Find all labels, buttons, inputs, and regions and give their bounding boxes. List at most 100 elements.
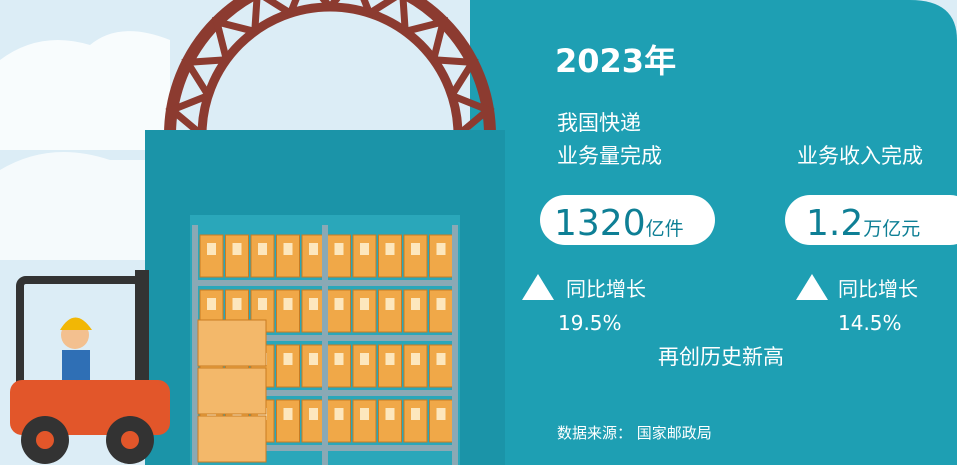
shelf-post <box>322 225 328 465</box>
box <box>301 399 326 443</box>
box-label <box>360 353 369 365</box>
truss <box>367 0 409 32</box>
box <box>403 234 428 278</box>
forklift <box>10 270 170 464</box>
box-label <box>207 298 216 310</box>
revenue-value: 1.2万亿元 <box>806 203 920 244</box>
revenue-number: 1.2 <box>806 203 863 244</box>
box <box>352 234 377 278</box>
box <box>250 234 275 278</box>
box-label <box>283 408 293 420</box>
box <box>276 289 300 333</box>
revenue-label: 业务收入完成 <box>797 144 923 168</box>
box <box>403 289 428 333</box>
box-label <box>411 243 420 255</box>
hub <box>36 431 54 449</box>
box-label <box>411 353 420 365</box>
box-label <box>283 243 293 255</box>
info-panel <box>470 0 957 465</box>
box-label <box>334 408 344 420</box>
truss <box>251 0 293 32</box>
stacked-box <box>197 415 267 463</box>
growth-value: 19.5% <box>558 311 622 335</box>
stacked-box <box>197 319 267 367</box>
truss <box>181 56 227 98</box>
truss <box>287 0 333 15</box>
box-label <box>309 353 318 365</box>
box-label <box>385 408 395 420</box>
box <box>276 234 300 278</box>
box <box>352 344 377 388</box>
box <box>429 399 453 443</box>
box <box>225 234 249 278</box>
box-label <box>436 243 446 255</box>
year: 2023年 <box>555 42 676 80</box>
shelf-post <box>192 225 198 465</box>
box-label <box>283 353 293 365</box>
shelf-post <box>452 225 458 465</box>
box <box>301 234 326 278</box>
box <box>403 344 428 388</box>
box-label <box>334 298 344 310</box>
box-label <box>436 353 446 365</box>
highlight: 再创历史新高 <box>658 345 784 369</box>
box <box>429 289 453 333</box>
box-label <box>360 408 369 420</box>
up-arrow <box>796 274 828 300</box>
volume-label: 我国快递 <box>557 111 641 135</box>
volume-number: 1320 <box>554 203 646 244</box>
truss <box>450 92 495 138</box>
volume-unit: 亿件 <box>646 218 684 240</box>
box <box>378 234 402 278</box>
box <box>327 234 351 278</box>
box-label <box>385 353 395 365</box>
volume-value: 1320亿件 <box>554 203 684 244</box>
truss <box>404 17 448 61</box>
box-label <box>309 408 318 420</box>
box-label <box>385 298 395 310</box>
box-label <box>411 298 420 310</box>
truss <box>165 92 210 138</box>
box <box>378 289 402 333</box>
truss <box>327 0 373 15</box>
driver-body <box>62 350 90 380</box>
box-label <box>232 298 242 310</box>
shelves <box>192 225 458 465</box>
box-label <box>436 408 446 420</box>
cloud <box>0 31 170 150</box>
hub <box>121 431 139 449</box>
box-label <box>385 243 395 255</box>
revenue-unit: 万亿元 <box>863 218 920 240</box>
box-label <box>334 353 344 365</box>
truss <box>433 56 479 98</box>
box <box>352 289 377 333</box>
box <box>378 344 402 388</box>
box-label <box>360 243 369 255</box>
box <box>403 399 428 443</box>
growth-value: 14.5% <box>838 311 902 335</box>
box <box>429 234 453 278</box>
volume-pill <box>540 195 715 245</box>
volume-label: 业务量完成 <box>557 144 662 168</box>
box-label <box>283 298 293 310</box>
source: 数据来源： 国家邮政局 <box>557 424 712 442</box>
box-label <box>258 243 267 255</box>
box-label <box>207 243 216 255</box>
stacked-box <box>197 367 267 415</box>
truss <box>212 17 256 61</box>
revenue-pill <box>785 195 957 245</box>
growth-label: 同比增长 <box>838 277 918 301</box>
helmet <box>60 317 92 330</box>
box-label <box>309 298 318 310</box>
box <box>199 234 224 278</box>
box-label <box>334 243 344 255</box>
arch-inner <box>197 2 463 136</box>
growth-label: 同比增长 <box>566 277 646 301</box>
box-label <box>360 298 369 310</box>
box-label <box>232 243 242 255</box>
box <box>352 399 377 443</box>
box <box>429 344 453 388</box>
box <box>301 344 326 388</box>
box-label <box>309 243 318 255</box>
